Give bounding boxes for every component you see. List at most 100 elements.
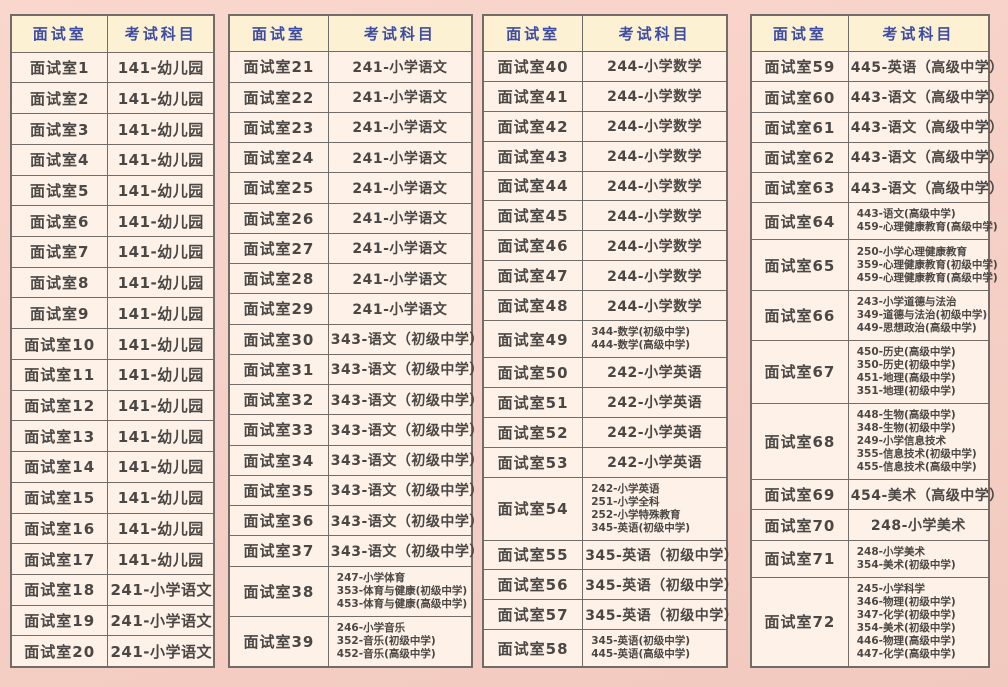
subject-line: 345-英语（初级中学）	[585, 547, 739, 564]
subject-cell: 244-小学数学	[583, 291, 726, 320]
subject-line: 242-小学英语	[607, 425, 703, 442]
subject-cell: 248-小学美术	[849, 510, 988, 539]
room-cell: 面试室67	[752, 340, 849, 404]
room-cell: 面试室2	[12, 83, 109, 114]
subject-line: 241-小学语文	[110, 612, 213, 631]
table-row: 面试室62 443-语文（高级中学）	[752, 141, 1003, 173]
subject-line: 449-思想政治(高级中学)	[856, 321, 977, 334]
room-cell: 面试室1	[12, 52, 109, 83]
subject-line: 345-英语(初级中学)	[591, 521, 691, 534]
room-cell: 面试室66	[752, 290, 849, 340]
table-row: 面试室2 141-幼儿园	[12, 82, 213, 114]
subject-line: 452-音乐(高级中学)	[336, 647, 436, 660]
table-row: 面试室32 343-语文（初级中学）	[230, 384, 483, 415]
subject-cell: 450-历史(高级中学) 350-历史(初级中学) 451-地理(高级中学) 351-…	[849, 341, 988, 403]
subject-cell: 244-小学数学	[583, 52, 726, 81]
room-column-header: 面试室	[752, 16, 849, 52]
subject-line: 343-语文（初级中学）	[330, 392, 484, 409]
subject-cell: 241-小学语文	[108, 575, 214, 605]
room-cell: 面试室65	[752, 240, 849, 290]
room-cell: 面试室14	[12, 452, 109, 482]
table-row: 面试室67 450-历史(高级中学) 350-历史(初级中学) 451-地理(高级中学…	[752, 339, 988, 404]
subject-cell: 141-幼儿园	[108, 298, 213, 328]
table-row: 面试室60 443-语文（高级中学）	[752, 81, 1003, 112]
table-row: 面试室49 344-数学(初级中学) 444-数学(高级中学)	[484, 320, 726, 357]
room-cell: 面试室72	[752, 577, 849, 667]
subject-line: 345-英语（初级中学）	[585, 577, 739, 594]
subject-line: 243-小学道德与法治	[856, 295, 957, 308]
table-row: 面试室28 241-小学语文	[230, 263, 471, 294]
subject-cell: 343-语文（初级中学）	[329, 385, 486, 414]
table-row: 面试室6 141-幼儿园	[12, 205, 213, 237]
table-row: 面试室35 343-语文（初级中学）	[230, 474, 483, 505]
table-row: 面试室72 245-小学科学 346-物理(初级中学) 347-化学(初级中学) 354…	[752, 576, 988, 667]
subject-line: 141-幼儿园	[117, 59, 204, 78]
subject-cell: 244-小学数学	[583, 172, 726, 201]
subject-cell: 141-幼儿园	[108, 83, 213, 113]
subject-line: 359-心理健康教育(初级中学)	[856, 258, 998, 271]
subject-line: 242-小学英语	[607, 395, 703, 412]
room-cell: 面试室33	[230, 415, 329, 445]
subject-cell: 141-幼儿园	[108, 544, 213, 574]
subject-line: 141-幼儿园	[117, 151, 204, 170]
subject-cell: 345-英语（初级中学）	[583, 600, 740, 629]
room-cell: 面试室32	[230, 385, 329, 415]
subject-line: 241-小学语文	[352, 150, 448, 167]
subject-cell: 345-英语（初级中学）	[583, 570, 740, 599]
table-row: 面试室13 141-幼儿园	[12, 420, 213, 452]
room-cell: 面试室25	[230, 173, 329, 203]
table-row: 面试室8 141-幼儿园	[12, 266, 213, 298]
subject-cell: 244-小学数学	[583, 82, 726, 111]
subject-line: 343-语文（初级中学）	[330, 543, 484, 560]
subject-line: 444-数学(高级中学)	[591, 339, 691, 352]
subject-cell: 241-小学语文	[329, 143, 471, 172]
room-cell: 面试室28	[230, 264, 329, 294]
subject-line: 244-小学数学	[607, 59, 703, 76]
table-row: 面试室31 343-语文（初级中学）	[230, 353, 483, 384]
subject-line: 443-语文(高级中学)	[856, 208, 956, 221]
subject-line: 241-小学语文	[352, 120, 448, 137]
table-row: 面试室36 343-语文（初级中学）	[230, 505, 483, 536]
subject-line: 343-语文（初级中学）	[330, 453, 484, 470]
subject-line: 141-幼儿园	[117, 243, 204, 262]
subject-line: 141-幼儿园	[117, 304, 204, 323]
subject-cell: 454-美术（高级中学）	[849, 480, 1006, 509]
room-column-header: 面试室	[484, 16, 584, 51]
room-cell: 面试室15	[12, 482, 109, 513]
subject-line: 141-幼儿园	[117, 181, 204, 200]
subject-cell: 443-语文（高级中学）	[849, 113, 1006, 142]
room-cell: 面试室13	[12, 421, 109, 452]
subject-cell: 244-小学数学	[583, 142, 726, 171]
subject-cell: 141-幼儿园	[108, 114, 213, 144]
subject-line: 343-语文（初级中学）	[330, 362, 484, 379]
subject-line: 459-心理健康教育(高级中学)	[856, 221, 998, 234]
subject-line: 244-小学数学	[607, 298, 703, 315]
table-row: 面试室54 242-小学英语 251-小学全科 252-小学特殊教育 345-英语(初级…	[484, 476, 726, 540]
subject-cell: 141-幼儿园	[108, 237, 213, 267]
subject-cell: 241-小学语文	[108, 606, 214, 636]
subject-cell: 141-幼儿园	[108, 329, 213, 359]
table-row: 面试室3 141-幼儿园	[12, 113, 213, 144]
subject-line: 241-小学语文	[352, 90, 448, 107]
table-row: 面试室12 141-幼儿园	[12, 389, 213, 421]
subject-cell: 344-数学(初级中学) 444-数学(高级中学)	[583, 321, 726, 357]
subject-line: 242-小学英语	[591, 482, 660, 495]
subject-cell: 241-小学语文	[329, 204, 471, 233]
room-cell: 面试室11	[12, 359, 109, 390]
subject-line: 343-语文（初级中学）	[330, 332, 484, 349]
subject-cell: 247-小学体育 353-体育与健康(初级中学) 453-体育与健康(高级中学)	[329, 567, 471, 616]
table-row: 面试室23 241-小学语文	[230, 111, 471, 142]
subject-line: 443-语文（高级中学）	[850, 90, 1004, 106]
subject-cell: 244-小学数学	[583, 201, 726, 230]
room-cell: 面试室34	[230, 445, 329, 475]
room-cell: 面试室68	[752, 404, 849, 480]
subject-line: 443-语文（高级中学）	[850, 120, 1004, 137]
table-row: 面试室45 244-小学数学	[484, 200, 726, 231]
subject-line: 244-小学数学	[607, 178, 703, 195]
subject-line: 443-语文（高级中学）	[850, 150, 1004, 167]
table-row: 面试室39 246-小学音乐 352-音乐(初级中学) 452-音乐(高级中学)	[230, 615, 471, 666]
subject-cell: 345-英语(初级中学) 445-英语(高级中学)	[583, 630, 726, 666]
room-cell: 面试室52	[484, 417, 584, 447]
subject-line: 241-小学语文	[110, 581, 213, 600]
